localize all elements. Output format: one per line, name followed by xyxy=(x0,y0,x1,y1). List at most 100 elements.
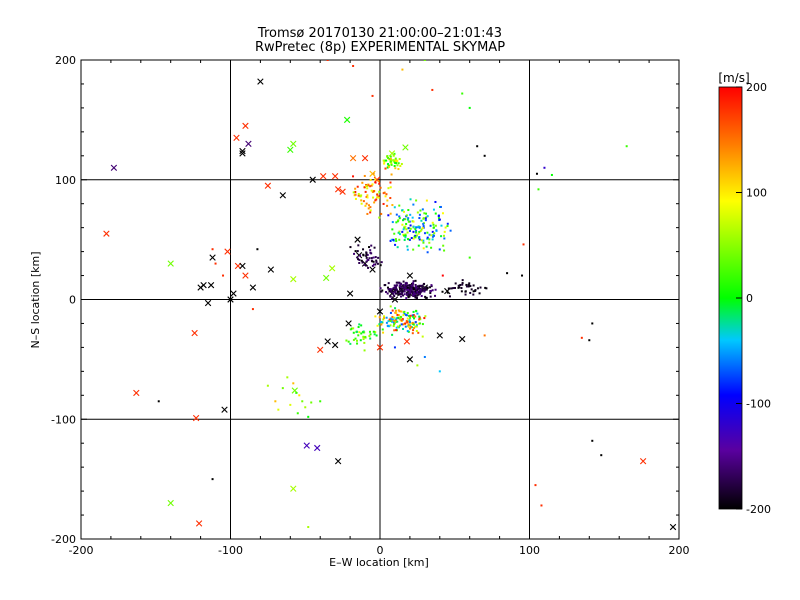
scatter-point xyxy=(373,333,376,336)
scatter-point xyxy=(384,167,387,170)
scatter-point xyxy=(448,287,451,290)
scatter-point xyxy=(415,325,418,328)
scatter-point xyxy=(421,289,424,292)
scatter-point xyxy=(214,262,217,265)
scatter-point xyxy=(374,178,377,181)
scatter-point xyxy=(398,292,401,295)
scatter-point xyxy=(378,182,381,185)
scatter-point xyxy=(373,201,376,204)
scatter-point xyxy=(363,174,366,177)
scatter-point xyxy=(411,216,414,219)
scatter-point xyxy=(390,238,393,241)
scatter-point xyxy=(465,283,468,286)
scatter-point xyxy=(398,158,401,161)
scatter-point xyxy=(389,181,392,184)
scatter-point-x xyxy=(346,290,354,297)
scatter-point xyxy=(401,318,404,321)
scatter-point xyxy=(373,246,376,249)
scatter-point xyxy=(365,183,368,186)
scatter-point xyxy=(430,284,433,287)
scatter-point xyxy=(404,225,407,228)
scatter-point xyxy=(414,296,417,299)
x-tick-label: -200 xyxy=(69,544,94,557)
colorbar-tick-label: 200 xyxy=(746,81,767,94)
scatter-point xyxy=(412,230,415,233)
scatter-point xyxy=(411,314,414,317)
scatter-point xyxy=(364,204,367,207)
scatter-point xyxy=(360,259,363,262)
scatter-point xyxy=(404,325,407,328)
scatter-point xyxy=(412,323,415,326)
scatter-point xyxy=(411,321,414,324)
scatter-point xyxy=(369,211,372,214)
scatter-point xyxy=(407,209,410,212)
scatter-point xyxy=(289,403,292,406)
scatter-point xyxy=(382,192,385,195)
scatter-point xyxy=(295,391,298,394)
scatter-point-x xyxy=(195,520,203,527)
scatter-point-x xyxy=(245,140,252,148)
scatter-point xyxy=(392,321,395,324)
scatter-point xyxy=(424,219,427,222)
scatter-point xyxy=(430,234,433,237)
scatter-point xyxy=(360,199,363,202)
scatter-point xyxy=(389,160,392,163)
scatter-point-x xyxy=(290,275,297,283)
scatter-point xyxy=(369,337,372,340)
scatter-point xyxy=(415,230,418,233)
scatter-point xyxy=(364,264,367,267)
scatter-point xyxy=(356,250,359,253)
scatter-point xyxy=(222,274,225,277)
scatter-point xyxy=(468,256,471,259)
scatter-point xyxy=(443,237,446,240)
y-tick-label: 200 xyxy=(55,54,76,67)
scatter-point xyxy=(377,196,380,199)
scatter-point xyxy=(426,237,429,240)
scatter-point xyxy=(372,330,375,333)
scatter-point xyxy=(386,199,389,202)
scatter-point xyxy=(362,248,365,251)
x-tick-label: 0 xyxy=(377,544,384,557)
colorbar-ticks: 200 100 0 -100 -200 xyxy=(736,81,771,516)
scatter-point xyxy=(389,324,392,327)
scatter-point xyxy=(534,484,537,487)
scatter-point xyxy=(386,155,389,158)
scatter-point xyxy=(381,321,384,324)
scatter-point xyxy=(386,325,389,328)
scatter-point-x xyxy=(376,308,384,315)
scatter-point-x xyxy=(320,172,327,180)
scatter-point xyxy=(367,204,370,207)
scatter-point xyxy=(375,198,378,201)
scatter-point xyxy=(402,210,405,213)
scatter-point xyxy=(423,60,426,61)
scatter-point xyxy=(397,290,400,293)
scatter-point xyxy=(461,282,464,285)
scatter-point xyxy=(401,223,404,226)
scatter-point xyxy=(550,173,553,176)
chart-subtitle: RwPretec (8p) EXPERIMENTAL SKYMAP xyxy=(254,40,506,55)
scatter-point xyxy=(372,190,375,193)
scatter-point xyxy=(369,333,372,336)
scatter-point xyxy=(402,287,405,290)
scatter-point xyxy=(395,317,398,320)
scatter-point xyxy=(422,239,425,242)
scatter-point xyxy=(398,215,401,218)
scatter-point xyxy=(431,289,434,292)
scatter-point xyxy=(425,199,428,202)
scatter-point xyxy=(415,199,418,202)
scatter-point xyxy=(266,384,269,387)
scatter-point xyxy=(429,224,432,227)
scatter-point xyxy=(390,163,393,166)
scatter-point xyxy=(390,173,393,176)
scatter-point xyxy=(372,263,375,266)
scatter-point xyxy=(468,284,471,287)
scatter-point xyxy=(256,248,259,251)
axes: -200 -100 0 100 200 -200 -100 0 100 200 xyxy=(51,54,689,557)
scatter-point xyxy=(385,290,388,293)
scatter-point xyxy=(398,284,401,287)
scatter-point xyxy=(397,168,400,171)
scatter-point xyxy=(372,260,375,263)
scatter-point xyxy=(407,294,410,297)
scatter-point xyxy=(506,272,509,275)
